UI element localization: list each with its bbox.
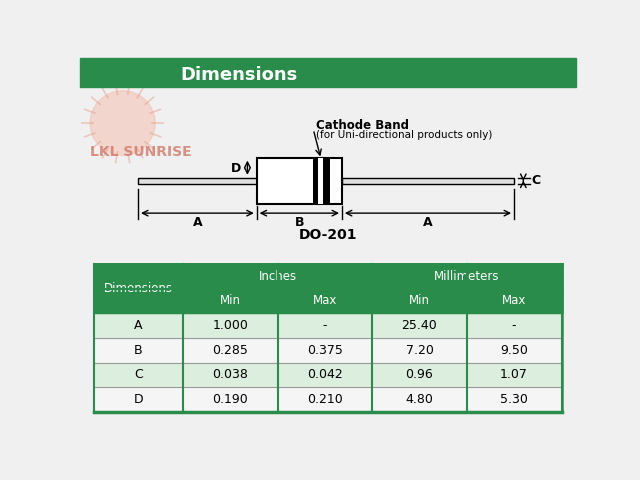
Text: C: C bbox=[531, 174, 540, 187]
Bar bbox=[138, 178, 257, 184]
Text: 7.20: 7.20 bbox=[406, 344, 433, 357]
Text: 9.50: 9.50 bbox=[500, 344, 528, 357]
Text: 0.042: 0.042 bbox=[307, 368, 343, 381]
Text: LKL SUNRISE: LKL SUNRISE bbox=[90, 145, 192, 159]
Text: Millimeters: Millimeters bbox=[434, 270, 499, 283]
Text: Dimensions: Dimensions bbox=[104, 282, 173, 295]
Text: 5.30: 5.30 bbox=[500, 393, 528, 406]
Text: Min: Min bbox=[409, 294, 430, 307]
Bar bbox=[94, 288, 562, 313]
Text: -: - bbox=[512, 319, 516, 332]
Text: 0.285: 0.285 bbox=[212, 344, 248, 357]
Text: B: B bbox=[294, 216, 304, 229]
Text: B: B bbox=[134, 344, 143, 357]
Text: A: A bbox=[193, 216, 202, 229]
Bar bbox=[312, 158, 330, 204]
Text: C: C bbox=[134, 368, 143, 381]
Text: Max: Max bbox=[313, 294, 337, 307]
Text: (for Uni-directional products only): (for Uni-directional products only) bbox=[316, 131, 493, 140]
Text: 0.038: 0.038 bbox=[212, 368, 248, 381]
Text: DO-201: DO-201 bbox=[299, 228, 357, 242]
Bar bbox=[94, 387, 562, 412]
Text: Max: Max bbox=[502, 294, 526, 307]
Text: A: A bbox=[134, 319, 143, 332]
Bar bbox=[94, 264, 562, 412]
Text: 0.210: 0.210 bbox=[307, 393, 343, 406]
Bar bbox=[94, 362, 562, 387]
Bar bbox=[94, 338, 562, 362]
Text: -: - bbox=[323, 319, 327, 332]
Text: Min: Min bbox=[220, 294, 241, 307]
Text: 4.80: 4.80 bbox=[406, 393, 433, 406]
Bar bbox=[94, 313, 562, 338]
Text: 0.190: 0.190 bbox=[212, 393, 248, 406]
Text: 0.375: 0.375 bbox=[307, 344, 343, 357]
Text: Cathode Band: Cathode Band bbox=[316, 119, 410, 132]
Text: 1.07: 1.07 bbox=[500, 368, 528, 381]
Circle shape bbox=[90, 91, 155, 156]
Text: D: D bbox=[231, 162, 241, 175]
Text: Dimensions: Dimensions bbox=[180, 66, 298, 84]
Text: 1.000: 1.000 bbox=[212, 319, 248, 332]
Text: D: D bbox=[134, 393, 143, 406]
Text: Inches: Inches bbox=[259, 270, 297, 283]
Bar bbox=[94, 264, 562, 288]
Text: A: A bbox=[423, 216, 433, 229]
Bar bbox=[342, 178, 514, 184]
Text: 0.96: 0.96 bbox=[406, 368, 433, 381]
Bar bbox=[80, 58, 576, 87]
Bar bbox=[257, 158, 342, 204]
Text: 25.40: 25.40 bbox=[401, 319, 437, 332]
Bar bbox=[318, 158, 323, 204]
